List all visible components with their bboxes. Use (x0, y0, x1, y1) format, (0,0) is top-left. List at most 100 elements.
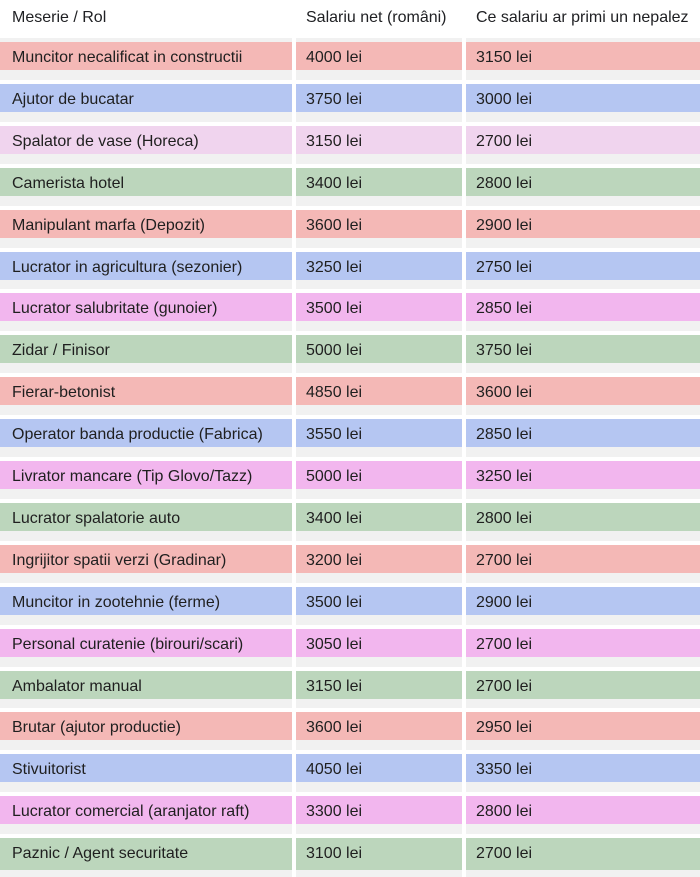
cell-net-nepalese-background (466, 629, 700, 661)
cell-net-nepalese: 3000 lei (476, 91, 533, 108)
cell-role-background (0, 587, 292, 619)
cell-net-romanian: 3600 lei (306, 217, 363, 234)
cell-role: Stivuitorist (12, 761, 86, 778)
cell-net-romanian-background (296, 126, 462, 158)
cell-role-background (0, 84, 292, 116)
cell-net-nepalese: 2800 lei (476, 803, 533, 820)
cell-net-romanian-background (296, 377, 462, 409)
cell-net-nepalese: 2700 lei (476, 133, 533, 150)
cell-net-romanian-background (296, 587, 462, 619)
cell-role: Muncitor necalificat in constructii (12, 49, 243, 66)
table-row: Ingrijitor spatii verzi (Gradinar) 3200 l… (0, 545, 700, 577)
cell-net-nepalese: 2800 lei (476, 175, 533, 192)
row-separator (0, 573, 700, 583)
cell-net-romanian-background (296, 671, 462, 703)
cell-net-romanian-background (296, 168, 462, 200)
cell-role: Personal curatenie (birouri/scari) (12, 636, 244, 653)
column-divider (462, 0, 466, 877)
cell-net-romanian: 3750 lei (306, 91, 363, 108)
row-separator (0, 154, 700, 164)
cell-net-romanian: 3050 lei (306, 636, 363, 653)
row-separator (0, 238, 700, 248)
cell-net-romanian-background (296, 629, 462, 661)
cell-role-background (0, 210, 292, 242)
cell-net-romanian: 3200 lei (306, 552, 363, 569)
table-row: Brutar (ajutor productie) 3600 lei 2950 le… (0, 712, 700, 744)
cell-role-background (0, 42, 292, 74)
cell-role: Spalator de vase (Horeca) (12, 133, 199, 150)
cell-net-nepalese: 2950 lei (476, 719, 533, 736)
cell-net-nepalese-background (466, 671, 700, 703)
cell-net-nepalese-background (466, 210, 700, 242)
cell-role-background (0, 126, 292, 158)
cell-net-romanian: 3150 lei (306, 133, 363, 150)
cell-role-background (0, 754, 292, 786)
cell-net-romanian: 4850 lei (306, 384, 363, 401)
cell-net-romanian: 3500 lei (306, 594, 363, 611)
cell-net-romanian: 3100 lei (306, 845, 363, 862)
table-row: Lucrator salubritate (gunoier) 3500 lei 28… (0, 293, 700, 325)
table-row: Muncitor in zootehnie (ferme) 3500 lei 290… (0, 587, 700, 619)
cell-role: Lucrator in agricultura (sezonier) (12, 259, 243, 276)
cell-net-romanian: 4050 lei (306, 761, 363, 778)
cell-net-romanian-background (296, 335, 462, 367)
cell-role: Fierar-betonist (12, 384, 116, 401)
cell-net-nepalese-background (466, 419, 700, 451)
cell-net-romanian-background (296, 252, 462, 284)
table-row: Lucrator in agricultura (sezonier) 3250 l… (0, 252, 700, 284)
cell-role-background (0, 419, 292, 451)
cell-role: Paznic / Agent securitate (12, 845, 189, 862)
cell-role-background (0, 712, 292, 744)
cell-role-background (0, 629, 292, 661)
cell-net-nepalese-background (466, 335, 700, 367)
row-separator (0, 363, 700, 373)
cell-net-nepalese: 3350 lei (476, 761, 533, 778)
cell-net-romanian-background (296, 712, 462, 744)
cell-net-romanian: 3250 lei (306, 259, 363, 276)
cell-role-background (0, 168, 292, 200)
cell-net-romanian-background (296, 838, 462, 870)
cell-net-nepalese-background (466, 42, 700, 74)
cell-net-nepalese-background (466, 712, 700, 744)
cell-net-nepalese: 3600 lei (476, 384, 533, 401)
cell-role: Ajutor de bucatar (12, 91, 134, 108)
cell-net-romanian-background (296, 419, 462, 451)
cell-net-romanian-background (296, 545, 462, 577)
cell-role: Manipulant marfa (Depozit) (12, 217, 205, 234)
row-separator (0, 280, 700, 289)
row-separator (0, 699, 700, 708)
cell-net-nepalese: 2850 lei (476, 300, 533, 317)
cell-net-romanian: 4000 lei (306, 49, 363, 66)
cell-net-romanian: 3500 lei (306, 300, 363, 317)
cell-role-background (0, 796, 292, 828)
row-separator (0, 531, 700, 541)
row-separator (0, 870, 700, 877)
cell-net-romanian-background (296, 503, 462, 535)
cell-role: Operator banda productie (Fabrica) (12, 426, 263, 443)
table-row: Paznic / Agent securitate 3100 lei 2700 le… (0, 838, 700, 870)
table-row: Zidar / Finisor 5000 lei 3750 lei (0, 335, 700, 367)
cell-role: Ambalator manual (12, 678, 142, 695)
cell-role: Muncitor in zootehnie (ferme) (12, 594, 221, 611)
table-row: Spalator de vase (Horeca) 3150 lei 2700 le… (0, 126, 700, 158)
row-separator (0, 489, 700, 499)
cell-net-romanian-background (296, 42, 462, 74)
cell-net-nepalese-background (466, 838, 700, 870)
column-divider (292, 0, 296, 877)
cell-net-nepalese-background (466, 293, 700, 325)
row-separator (0, 615, 700, 625)
cell-net-nepalese: 2700 lei (476, 552, 533, 569)
cell-role-background (0, 545, 292, 577)
cell-role: Livrator mancare (Tip Glovo/Tazz) (12, 468, 253, 485)
cell-net-nepalese: 3150 lei (476, 49, 533, 66)
cell-role: Lucrator salubritate (gunoier) (12, 300, 218, 317)
cell-role: Lucrator spalatorie auto (12, 510, 181, 527)
cell-net-nepalese: 2700 lei (476, 636, 533, 653)
table-row: Manipulant marfa (Depozit) 3600 lei 2900 l… (0, 210, 700, 242)
cell-net-nepalese-background (466, 796, 700, 828)
row-separator (0, 112, 700, 122)
table-row: Camerista hotel 3400 lei 2800 lei (0, 168, 700, 200)
row-separator (0, 70, 700, 80)
row-separator (0, 740, 700, 750)
cell-net-nepalese-background (466, 754, 700, 786)
